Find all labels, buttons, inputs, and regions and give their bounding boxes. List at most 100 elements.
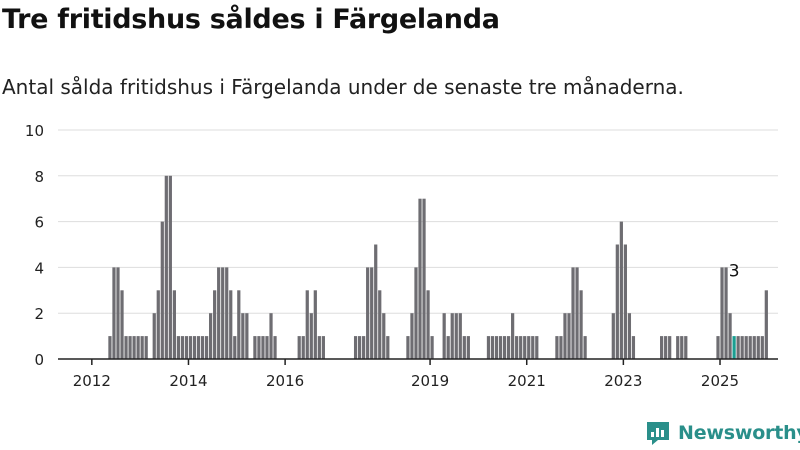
x-tick-label: 2012 [73,372,111,390]
bar [241,313,245,359]
bar [498,336,503,359]
bar [450,313,454,359]
brand-logo: Newsworthy [644,419,800,447]
bar [253,336,257,359]
bar [486,336,491,359]
x-tick-label: 2025 [701,372,739,390]
bar [184,336,189,359]
bar [740,336,744,359]
bar [664,336,668,359]
bar [422,198,426,359]
bar [515,336,519,359]
bar [382,313,386,359]
bar [684,336,688,359]
bar [225,267,229,359]
bar [192,336,197,359]
bar [366,267,370,359]
chart-subtitle: Antal sålda fritidshus i Färgelanda unde… [2,75,684,99]
bar [265,336,269,359]
y-tick-label: 10 [25,122,44,140]
bar [502,336,507,359]
bar [217,267,221,359]
bar [200,336,205,359]
bar [257,336,261,359]
bar [245,313,249,359]
bar [676,336,680,359]
bar [321,336,325,359]
bar [454,313,458,359]
bar [305,290,309,359]
bar [466,336,470,359]
bar-highlight [732,336,736,359]
bar [756,336,760,359]
bar [160,221,164,359]
y-tick-label: 0 [34,351,44,369]
bar [180,336,185,359]
bar [164,175,168,359]
bar [140,336,144,359]
bar [204,336,209,359]
bar [744,336,748,359]
bar [353,336,358,359]
bar [575,267,579,359]
bar [631,336,636,359]
bar [446,336,450,359]
bar [579,290,583,359]
bar [519,336,523,359]
bar [720,267,724,359]
bar [144,336,148,359]
bar [462,336,466,359]
bar [124,336,128,359]
bar [358,336,362,359]
bar [426,290,430,359]
bar [128,336,132,359]
bar [168,175,172,359]
bar [752,336,756,359]
bar [172,290,176,359]
bar [406,336,410,359]
bar [152,313,156,359]
bar [120,290,124,359]
bar [309,313,313,359]
bar [506,336,511,359]
bar [209,313,213,359]
bar [273,336,277,359]
y-tick-label: 4 [34,259,44,277]
bar [313,290,317,359]
x-tick-label: 2016 [266,372,304,390]
bar [627,313,632,359]
bar [213,290,217,359]
bar [301,336,305,359]
bar [563,313,567,359]
bar [748,336,752,359]
bar [527,336,531,359]
bar [418,198,422,359]
bar [559,336,563,359]
bar [269,313,273,359]
bar [156,290,160,359]
bar [619,221,623,359]
y-tick-label: 2 [34,305,44,323]
bar [764,290,768,359]
bar [374,244,378,359]
bar [680,336,684,359]
bar [370,267,374,359]
bar [108,336,112,359]
bar [736,336,740,359]
bar [297,336,301,359]
y-tick-label: 8 [34,168,44,186]
x-tick-label: 2023 [604,372,642,390]
bar [615,244,619,359]
bar [261,336,265,359]
data-label: 3 [729,261,740,281]
bar [229,290,233,359]
bar [523,336,527,359]
bar [116,267,120,359]
y-tick-label: 6 [34,214,44,232]
bar [535,336,539,359]
newsworthy-chart-logo-icon [647,422,669,445]
bar [668,336,672,359]
bar [410,313,414,359]
bar [112,267,116,359]
x-tick-label: 2019 [411,372,449,390]
